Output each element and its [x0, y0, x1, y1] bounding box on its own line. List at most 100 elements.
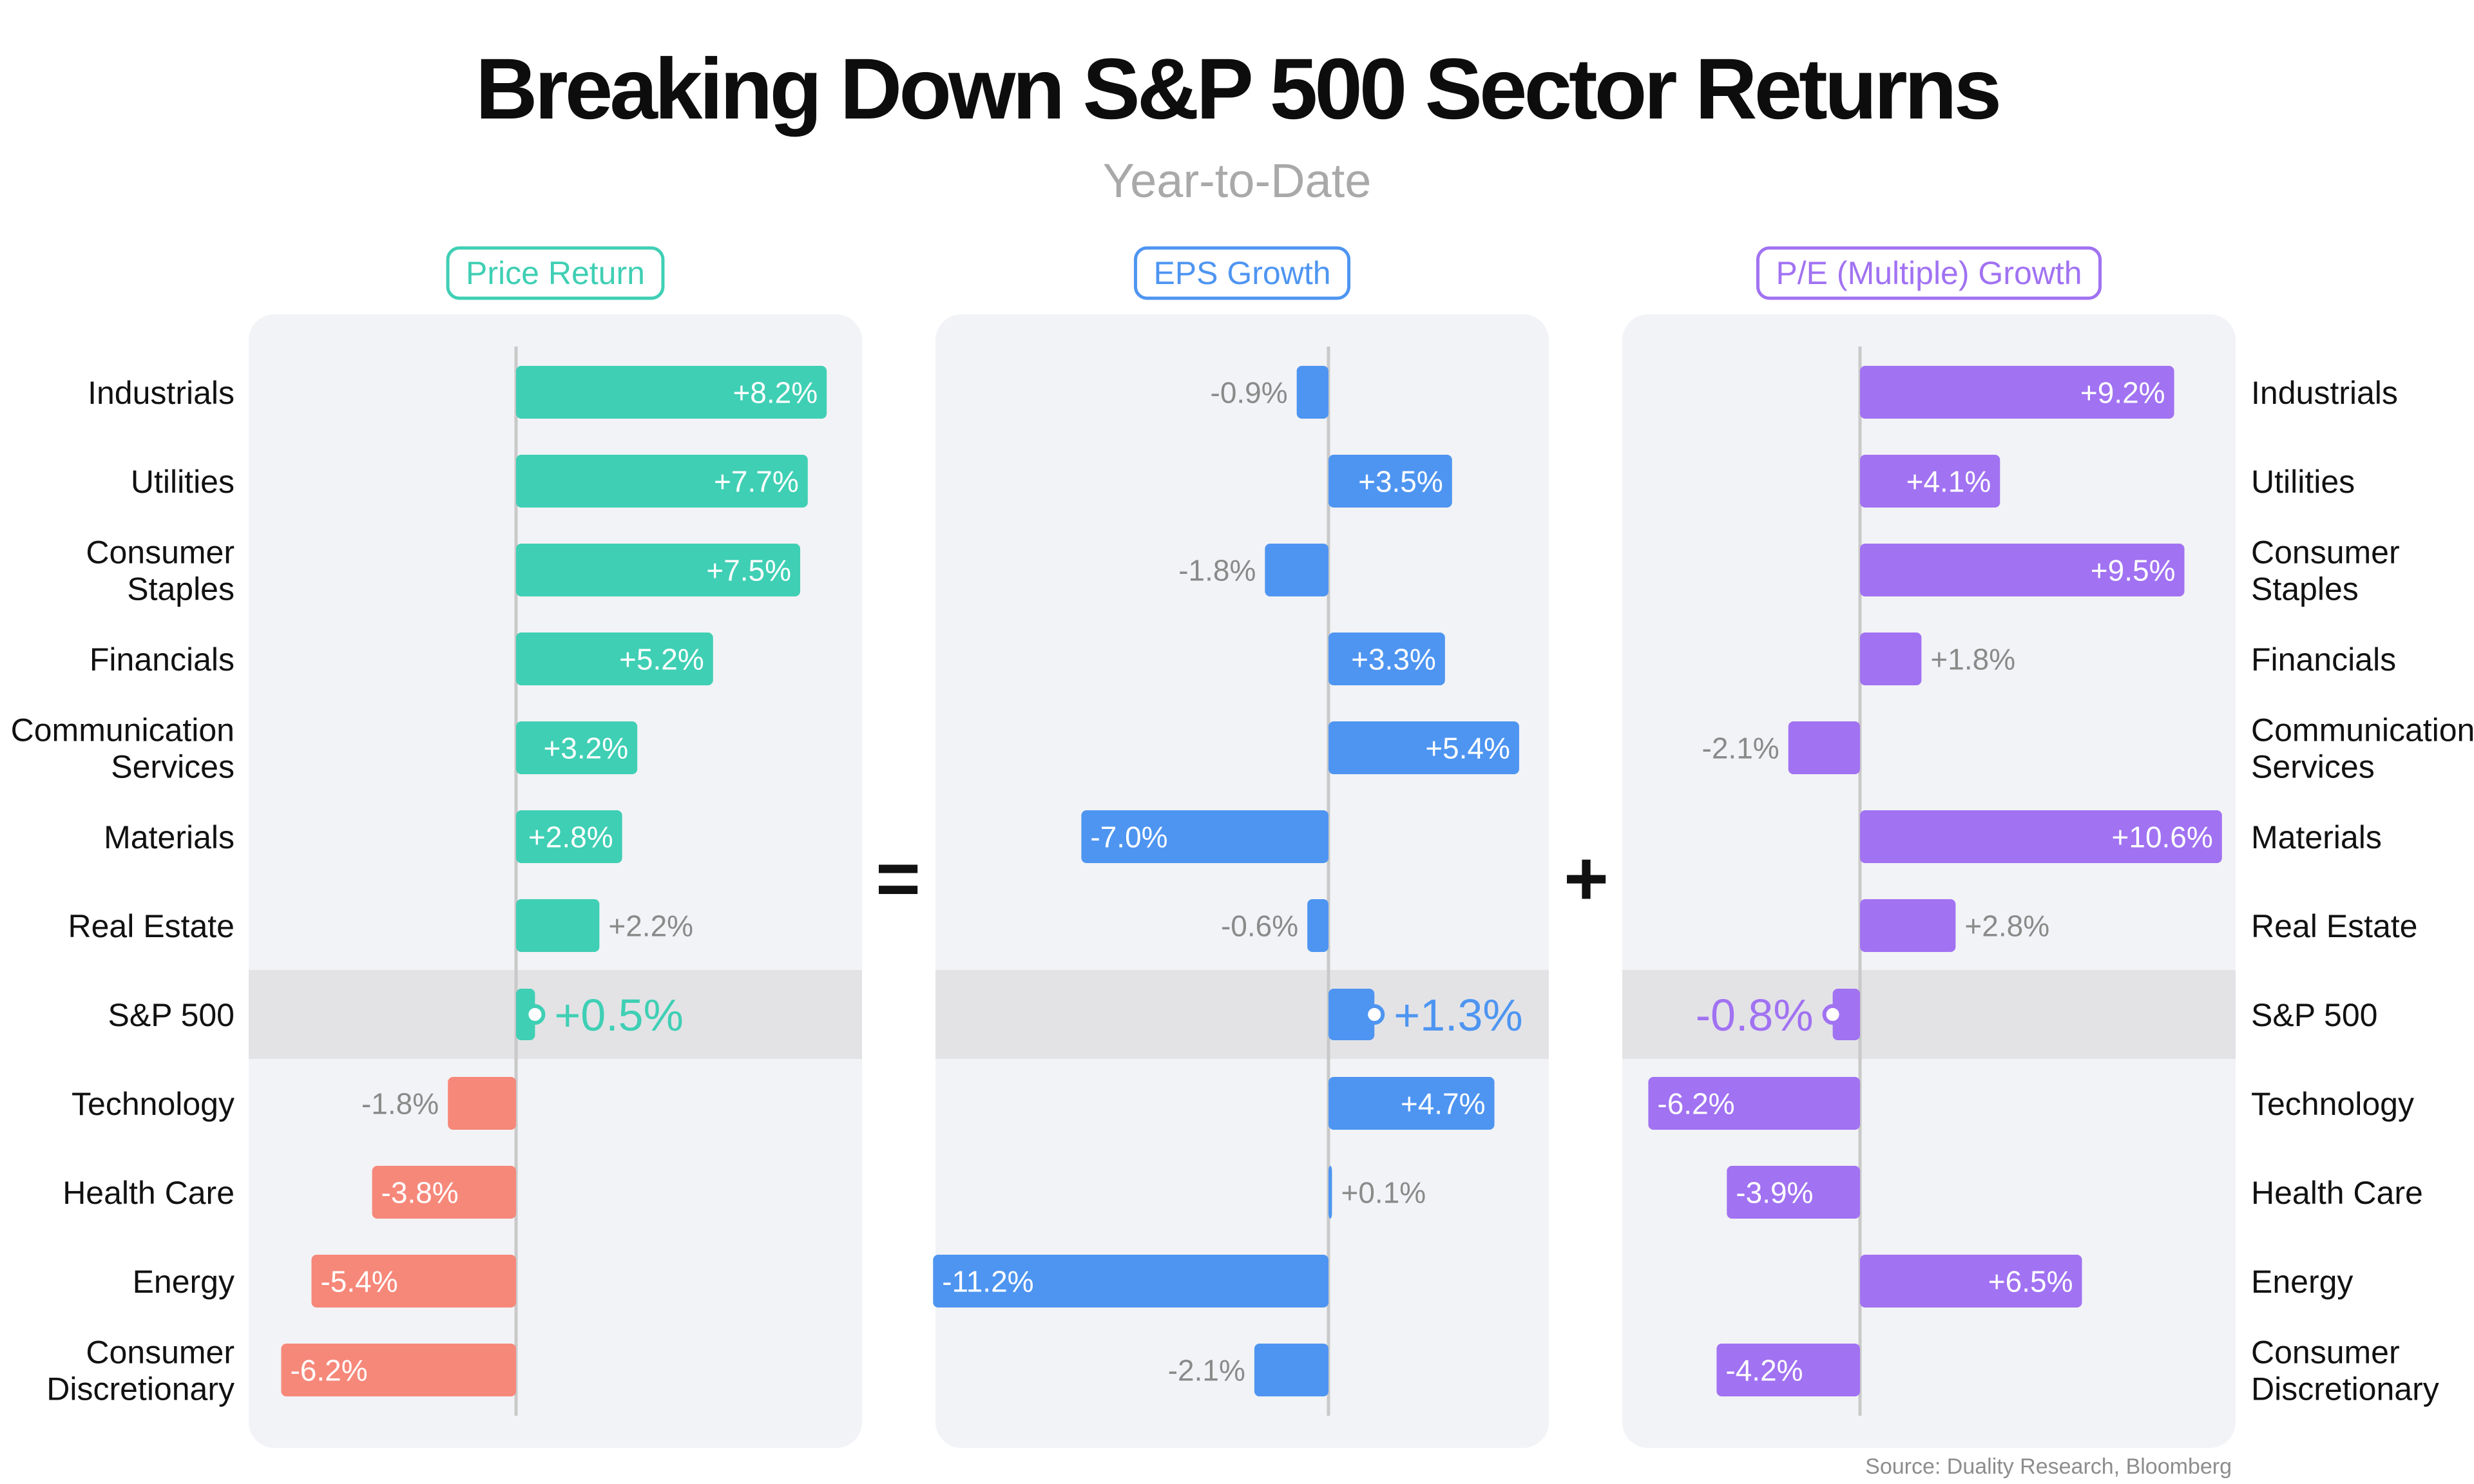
bar [1265, 544, 1328, 596]
bar [1860, 633, 1922, 685]
row-label-left: Materials [104, 819, 235, 855]
row-label-left: Industrials [88, 375, 235, 411]
row-label-right: Services [2251, 749, 2375, 785]
bar [1328, 1077, 1495, 1130]
bar-value-label: +5.4% [1425, 732, 1510, 765]
bar [516, 366, 827, 419]
bar [1081, 810, 1328, 863]
bar [1328, 1166, 1332, 1219]
bar [1860, 544, 2185, 596]
row-label-right: Industrials [2251, 375, 2398, 411]
chart-title: Breaking Down S&P 500 Sector Returns [475, 41, 2002, 137]
row-label-left: Energy [133, 1264, 235, 1300]
bar [372, 1166, 516, 1219]
row-label-right: Staples [2251, 571, 2359, 607]
bar [448, 1077, 516, 1130]
row-label-left: Staples [127, 571, 235, 607]
bar [1716, 1344, 1860, 1396]
bar [1328, 721, 1519, 774]
bar-value-label: -11.2% [942, 1265, 1033, 1298]
chart-subtitle: Year-to-Date [1102, 154, 1372, 207]
bar [516, 810, 622, 863]
panel-title-border [1756, 246, 2102, 300]
bar-value-label: -0.9% [1211, 376, 1288, 410]
bar-value-label: -2.1% [1702, 732, 1779, 765]
bar-value-label: +2.8% [1964, 909, 2049, 943]
bar-value-label: +10.6% [2112, 821, 2213, 854]
row-label-right: Materials [2251, 819, 2382, 855]
sp500-value-label: -0.8% [1696, 990, 1814, 1040]
bar-value-label: -4.2% [1725, 1354, 1803, 1387]
row-label-right: Communication [2251, 712, 2474, 748]
sp500-value-label: +0.5% [554, 990, 683, 1040]
sp500-highlight-row [249, 970, 862, 1059]
bar-value-label: +4.1% [1906, 465, 1991, 499]
bar-value-label: -3.8% [381, 1176, 459, 1210]
bar-value-label: -1.8% [361, 1087, 439, 1121]
row-label-right: Real Estate [2251, 908, 2417, 944]
sp500-marker-dot [1364, 1004, 1385, 1025]
row-label-left: Consumer [86, 1335, 235, 1371]
sp500-value-label: +1.3% [1394, 990, 1522, 1040]
bar-value-label: +9.5% [2091, 554, 2176, 587]
row-label-left: Real Estate [68, 908, 235, 944]
row-label-right: Health Care [2251, 1175, 2423, 1211]
bar-value-label: +4.7% [1401, 1087, 1486, 1121]
panel-title: EPS Growth [1153, 255, 1330, 291]
bar [1727, 1166, 1860, 1219]
sp500-highlight-row [935, 970, 1549, 1059]
bar-value-label: +1.8% [1930, 643, 2015, 676]
bar-value-label: +3.5% [1358, 465, 1443, 499]
row-label-left: Services [111, 749, 235, 785]
row-label-left: Consumer [86, 535, 235, 571]
panel-title: P/E (Multiple) Growth [1776, 255, 2082, 291]
bar-value-label: -0.6% [1221, 909, 1298, 943]
panel-background [935, 314, 1549, 1448]
row-label-right: S&P 500 [2251, 997, 2377, 1033]
bar [281, 1344, 516, 1396]
bar [1860, 810, 2222, 863]
bar [516, 455, 808, 508]
bar [1832, 989, 1860, 1040]
panel-background [1622, 314, 2236, 1448]
bar [1860, 366, 2174, 419]
bar [1307, 899, 1328, 952]
panel-title-border [446, 246, 665, 300]
bar-value-label: -7.0% [1090, 821, 1167, 854]
bar [1328, 633, 1445, 685]
row-label-left: S&P 500 [108, 997, 235, 1033]
bar-value-label: +5.2% [619, 643, 704, 676]
bar [311, 1255, 516, 1308]
panel-background [249, 314, 862, 1448]
sp500-marker-dot [1822, 1004, 1843, 1025]
bar [1860, 455, 2000, 508]
row-label-left: Financials [90, 642, 235, 678]
bar [1860, 899, 1956, 952]
bar-value-label: +7.7% [714, 465, 799, 499]
bar [1296, 366, 1328, 419]
bar [516, 544, 800, 596]
row-label-right: Consumer [2251, 1335, 2400, 1371]
row-label-left: Health Care [62, 1175, 235, 1211]
bar-value-label: -3.9% [1736, 1176, 1813, 1210]
bar [1860, 1255, 2082, 1308]
row-label-right: Technology [2251, 1086, 2414, 1122]
row-label-left: Discretionary [46, 1371, 235, 1407]
bar [1788, 721, 1860, 774]
bar-value-label: +9.2% [2080, 376, 2165, 410]
bar [933, 1255, 1328, 1308]
sp500-marker-dot [524, 1004, 546, 1025]
bar [1648, 1077, 1860, 1130]
row-label-left: Technology [72, 1086, 235, 1122]
bar-value-label: -6.2% [1657, 1087, 1734, 1121]
bar-value-label: +8.2% [733, 376, 818, 410]
bar [1328, 455, 1452, 508]
row-label-left: Communication [11, 712, 235, 748]
row-label-right: Discretionary [2251, 1371, 2439, 1407]
bar [516, 721, 638, 774]
bar [516, 899, 600, 952]
sp500-highlight-row [1622, 970, 2236, 1059]
bar-value-label: +2.2% [608, 909, 693, 943]
bar-value-label: -2.1% [1168, 1354, 1245, 1387]
